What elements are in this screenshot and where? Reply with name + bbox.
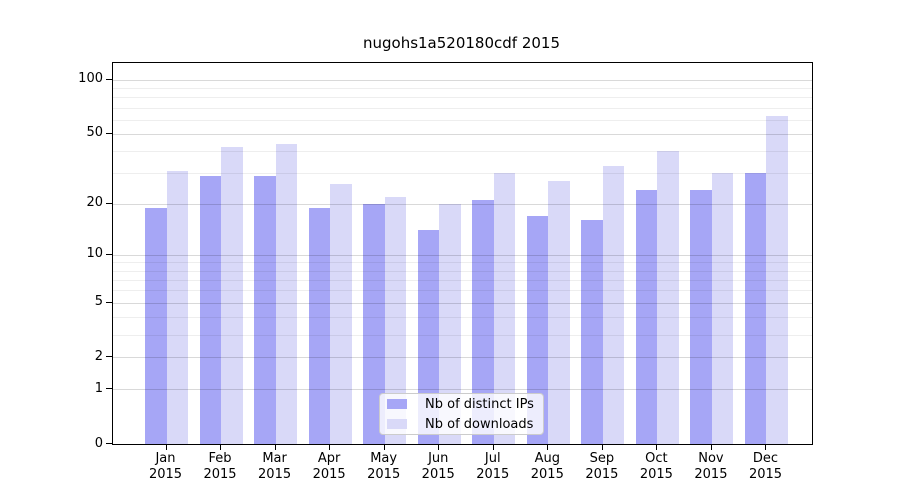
gridline-major <box>113 302 812 304</box>
chart-title: nugohs1a520180cdf 2015 <box>362 34 561 52</box>
y-axis-tick-label: 2 <box>94 348 103 364</box>
bar-distinct-ips-may <box>363 203 385 444</box>
gridline-minor <box>113 334 812 336</box>
y-axis-tick-mark <box>106 388 112 390</box>
legend-swatch-distinct-ips <box>387 399 407 409</box>
y-axis-tick-mark <box>106 202 112 204</box>
y-axis-tick-label: 0 <box>94 435 103 451</box>
gridline-minor <box>113 279 812 281</box>
gridline-minor <box>113 150 812 152</box>
x-axis-label: Mar 2015 <box>258 451 292 482</box>
bar-downloads-sep <box>602 165 625 444</box>
y-axis-tick-label: 50 <box>86 125 103 141</box>
bar-distinct-ips-aug <box>526 215 549 444</box>
y-axis-tick-label: 100 <box>78 71 103 87</box>
gridline-major <box>113 357 812 359</box>
legend-item-distinct-ips: Nb of distinct IPs <box>387 396 543 413</box>
x-axis-label: Oct 2015 <box>639 451 673 482</box>
bar-distinct-ips-apr <box>308 207 331 444</box>
x-axis-tick-mark <box>492 445 494 450</box>
bar-distinct-ips-mar <box>254 175 276 444</box>
gridline-minor <box>113 290 812 292</box>
bar-downloads-aug <box>548 181 570 444</box>
legend-label-distinct-ips: Nb of distinct IPs <box>425 396 534 412</box>
gridline-major <box>113 203 812 205</box>
gridline-minor <box>113 119 812 121</box>
bar-distinct-ips-jun <box>417 230 440 444</box>
x-axis-tick-mark <box>656 445 658 450</box>
y-axis-tick-mark <box>106 253 112 255</box>
bar-distinct-ips-feb <box>199 175 222 444</box>
y-axis-tick-label: 20 <box>86 195 103 211</box>
x-axis-label: Dec 2015 <box>748 451 783 482</box>
plot-area <box>112 62 813 445</box>
gridline-minor <box>113 97 812 99</box>
x-axis-label: Jan 2015 <box>148 451 183 482</box>
y-axis-tick-mark <box>106 132 112 134</box>
x-axis-label: Jul 2015 <box>476 451 510 482</box>
x-axis-label: Sep 2015 <box>585 451 619 482</box>
bar-downloads-mar <box>275 143 298 444</box>
x-axis-tick-mark <box>329 445 331 450</box>
x-axis-label: Jun 2015 <box>421 451 455 482</box>
legend-swatch-downloads <box>387 419 407 429</box>
gridline-minor <box>113 270 812 272</box>
x-axis-label: Apr 2015 <box>312 451 346 482</box>
x-axis-label: Aug 2015 <box>530 451 564 482</box>
x-axis-tick-mark <box>765 445 767 450</box>
bar-downloads-may <box>384 196 407 444</box>
y-axis-tick-label: 10 <box>86 246 103 262</box>
y-axis-tick-mark <box>106 356 112 358</box>
legend-item-downloads: Nb of downloads <box>387 416 543 433</box>
bar-downloads-feb <box>221 147 243 444</box>
gridline-minor <box>113 88 812 90</box>
x-axis-tick-mark <box>383 445 385 450</box>
y-axis-tick-mark <box>106 78 112 80</box>
legend-label-downloads: Nb of downloads <box>425 416 534 432</box>
y-axis-tick-mark <box>106 301 112 303</box>
x-axis-tick-mark <box>438 445 440 450</box>
gridline-minor <box>113 107 812 109</box>
x-axis-tick-mark <box>547 445 549 450</box>
bar-downloads-nov <box>711 173 734 444</box>
bar-distinct-ips-dec <box>744 173 767 444</box>
bar-downloads-oct <box>657 150 679 444</box>
x-axis-tick-mark <box>710 445 712 450</box>
gridlines-layer <box>113 63 812 444</box>
y-axis-tick-label: 5 <box>94 294 103 310</box>
bar-distinct-ips-jan <box>145 207 167 444</box>
legend: Nb of distinct IPs Nb of downloads <box>379 393 544 435</box>
bar-downloads-apr <box>330 183 352 444</box>
gridline-minor <box>113 317 812 318</box>
bar-downloads-jun <box>439 203 461 444</box>
gridline-minor <box>113 173 812 175</box>
x-axis-label: May 2015 <box>367 451 401 482</box>
x-axis-tick-mark <box>274 445 276 450</box>
x-axis-tick-mark <box>220 445 222 450</box>
gridline-major <box>113 389 812 391</box>
bar-downloads-jan <box>166 170 188 444</box>
gridline-major <box>113 254 812 256</box>
bar-distinct-ips-jul <box>472 200 494 444</box>
gridline-major <box>113 79 812 81</box>
gridline-minor <box>113 262 812 264</box>
x-axis-tick-mark <box>601 445 603 450</box>
y-axis-tick-mark <box>106 443 112 444</box>
x-axis-label: Feb 2015 <box>203 451 237 482</box>
bars-layer <box>113 63 812 444</box>
y-axis-tick-label: 1 <box>94 380 103 396</box>
bar-distinct-ips-sep <box>581 220 603 444</box>
x-axis-label: Nov 2015 <box>694 451 728 482</box>
x-axis-tick-mark <box>165 445 167 450</box>
bar-downloads-jul <box>493 173 516 444</box>
gridline-major <box>113 133 812 135</box>
